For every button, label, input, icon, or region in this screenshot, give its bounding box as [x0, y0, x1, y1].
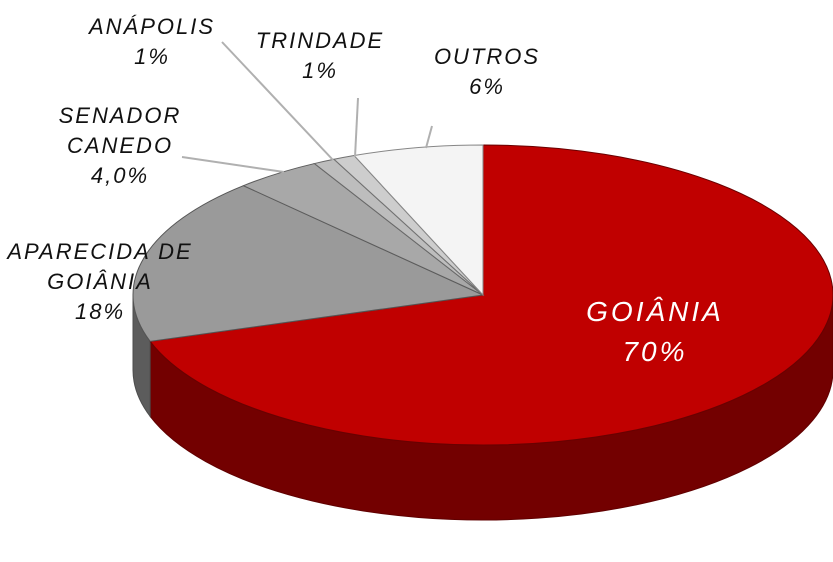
leader-line: [354, 97, 359, 158]
category-label: GOIÂNIA: [586, 296, 724, 327]
leader-line: [221, 41, 334, 161]
category-label: TRINDADE: [255, 28, 385, 53]
slice: [149, 144, 833, 446]
slice-label: OUTROS 6%: [417, 42, 557, 102]
slice-label: TRINDADE 1%: [240, 26, 400, 86]
value-label: 70%: [622, 336, 688, 367]
value-label: 6%: [469, 74, 505, 99]
slice-label: ANÁPOLIS 1%: [72, 12, 232, 72]
category-label: OUTROS: [433, 44, 541, 69]
value-label: 4,0%: [90, 163, 150, 188]
value-label: 1%: [302, 58, 338, 83]
slice-label: SENADOR CANEDO 4,0%: [30, 101, 210, 191]
category-label: APARECIDA DE GOIÂNIA: [7, 239, 193, 294]
slice-label: APARECIDA DE GOIÂNIA 18%: [5, 237, 195, 327]
pie: [132, 144, 833, 521]
value-label: 18%: [74, 299, 126, 324]
category-label: SENADOR CANEDO: [58, 103, 182, 158]
slice-label: GOIÂNIA 70%: [535, 292, 775, 372]
slice: [132, 185, 485, 342]
leader-line: [425, 125, 433, 149]
leader-line: [181, 156, 285, 173]
value-label: 1%: [134, 44, 170, 69]
slice: [353, 144, 484, 297]
category-label: ANÁPOLIS: [88, 14, 216, 39]
pie-layer: [132, 144, 833, 446]
